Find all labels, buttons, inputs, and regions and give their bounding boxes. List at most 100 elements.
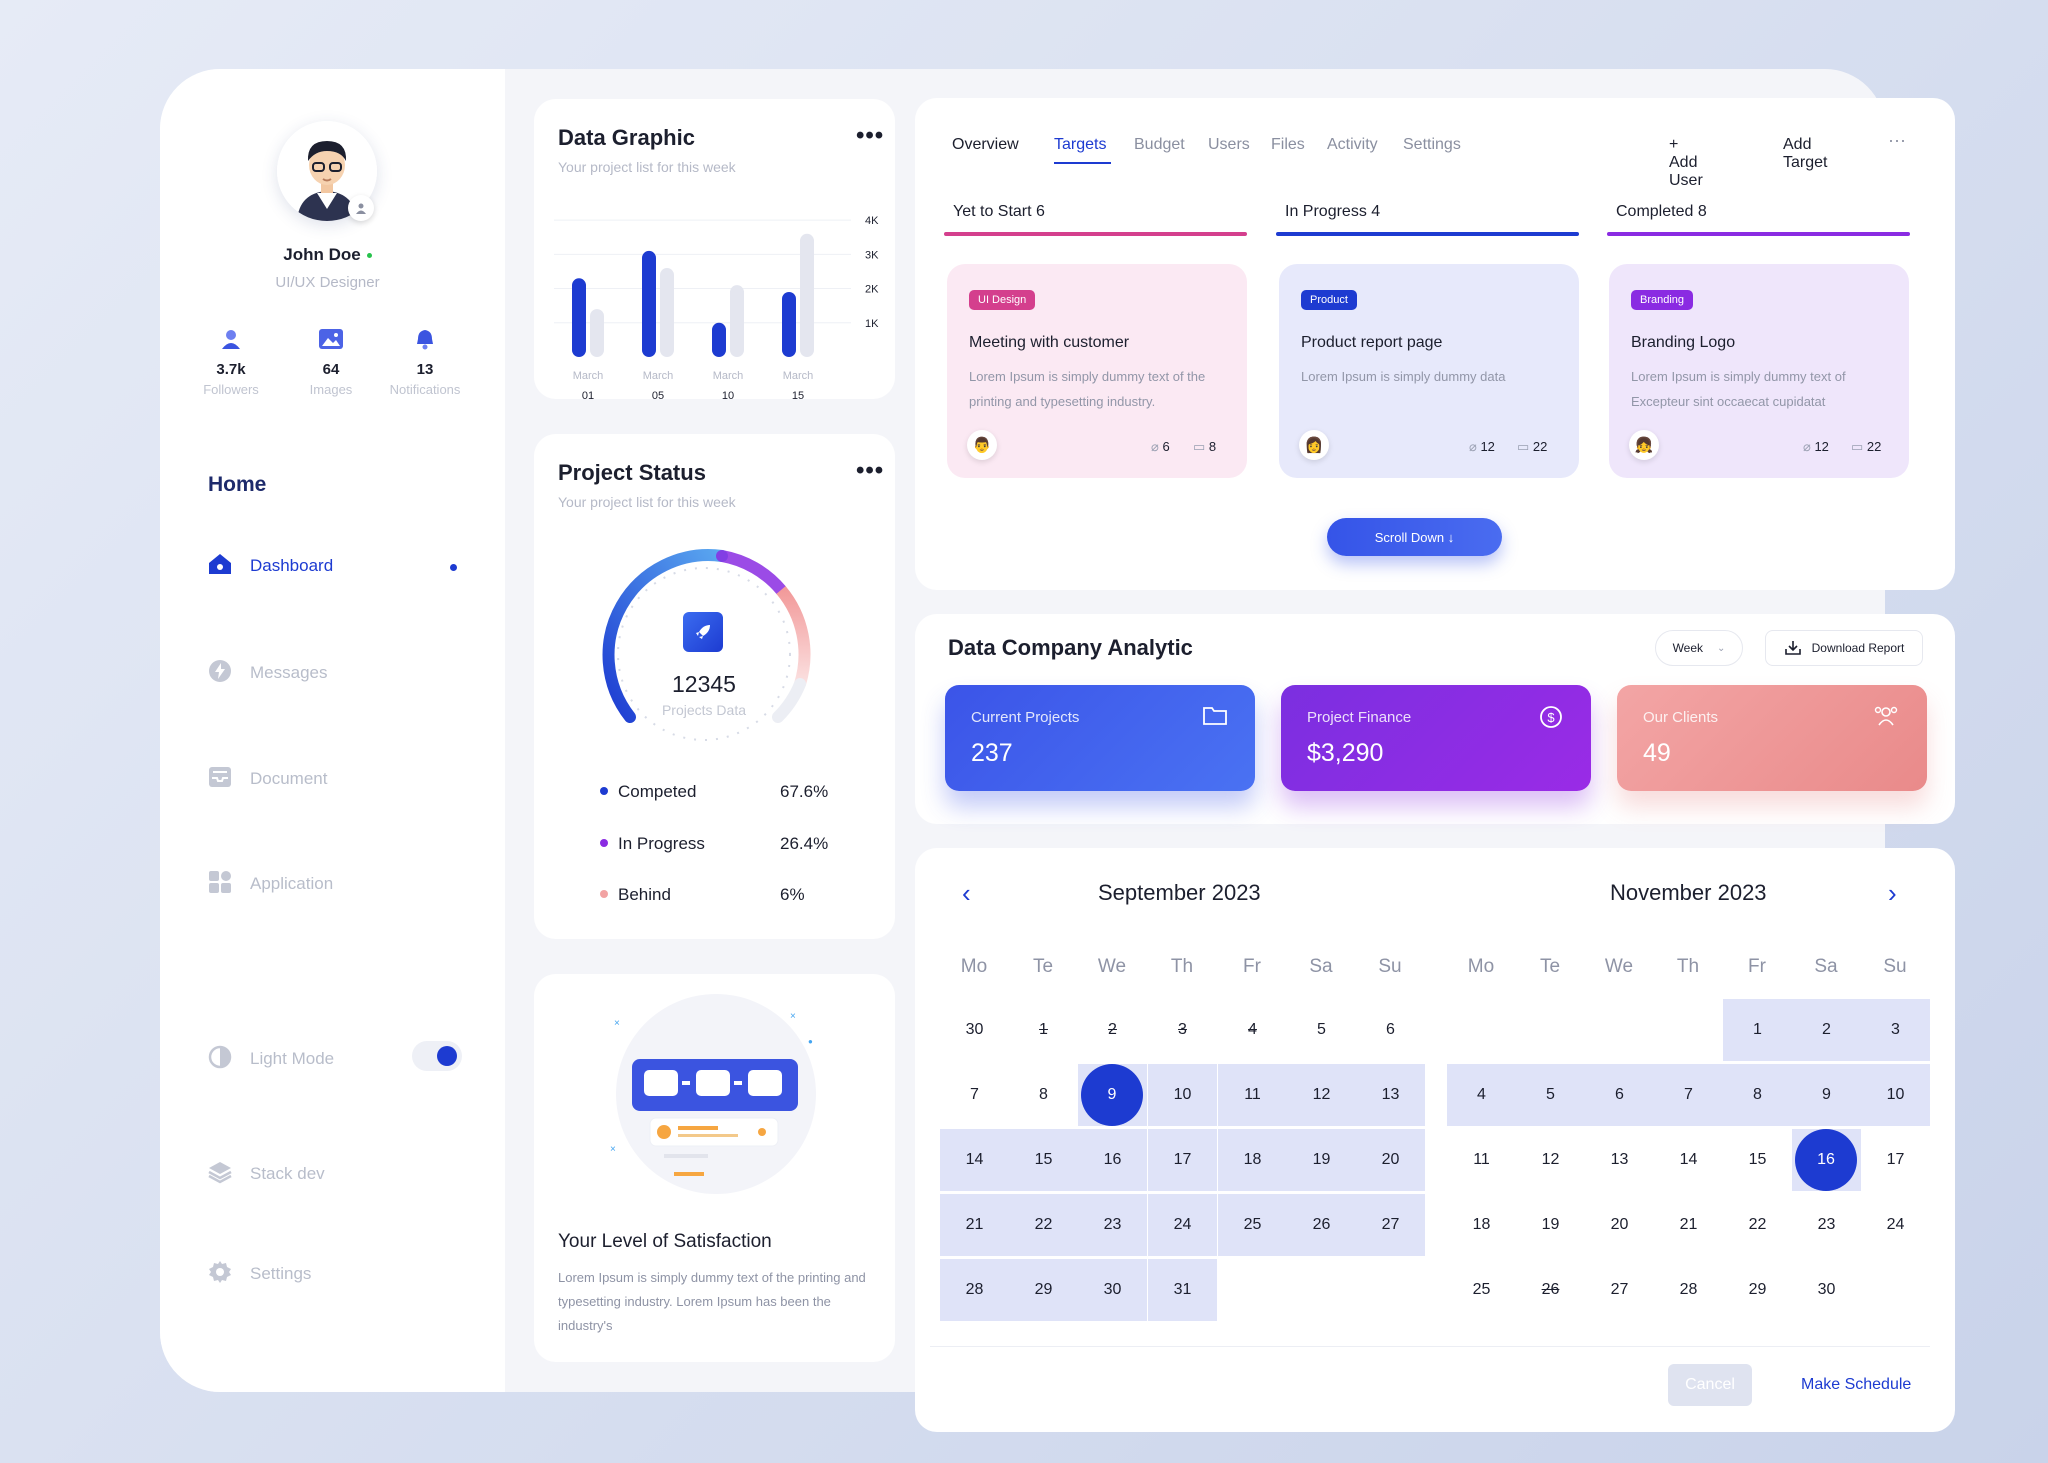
calendar-day[interactable]: 21 <box>1679 1216 1698 1233</box>
calendar-day[interactable]: 18 <box>1472 1216 1491 1233</box>
calendar-day[interactable]: 22 <box>1009 1194 1078 1256</box>
calendar-day[interactable]: 25 <box>1472 1281 1491 1298</box>
calendar-day[interactable]: 27 <box>1610 1281 1629 1298</box>
calendar-day[interactable]: 19 <box>1287 1129 1356 1191</box>
sidebar-item-stack-dev[interactable]: Stack dev <box>208 1159 325 1189</box>
add-user-button[interactable]: + Add User <box>1669 136 1703 189</box>
calendar-day[interactable]: 4 <box>1248 1021 1257 1038</box>
calendar-day[interactable]: 8 <box>1039 1086 1048 1103</box>
calendar-day[interactable]: 28 <box>940 1259 1009 1321</box>
period-select[interactable]: Week ⌄ <box>1655 630 1743 666</box>
bar[interactable] <box>730 285 744 357</box>
calendar-day[interactable]: 12 <box>1287 1064 1356 1126</box>
calendar-day[interactable]: 6 <box>1585 1064 1654 1126</box>
calendar-day[interactable]: 6 <box>1386 1021 1395 1038</box>
calendar-day[interactable]: 11 <box>1218 1064 1287 1126</box>
tab-budget[interactable]: Budget <box>1134 136 1185 153</box>
cancel-button[interactable]: Cancel <box>1668 1364 1752 1406</box>
calendar-day[interactable]: 26 <box>1541 1281 1560 1298</box>
calendar-day[interactable]: 24 <box>1886 1216 1905 1233</box>
calendar-day[interactable]: 29 <box>1748 1281 1767 1298</box>
task-card[interactable]: Product Product report page Lorem Ipsum … <box>1279 264 1579 478</box>
tab-overview[interactable]: Overview <box>952 136 1019 153</box>
calendar-day[interactable]: 31 <box>1148 1259 1217 1321</box>
calendar-day[interactable]: 17 <box>1886 1151 1905 1168</box>
selected-day[interactable]: 16 <box>1795 1129 1857 1191</box>
bar[interactable] <box>590 309 604 357</box>
calendar-day[interactable]: 16 <box>1078 1129 1147 1191</box>
calendar-day[interactable]: 27 <box>1356 1194 1425 1256</box>
calendar-day[interactable]: 24 <box>1148 1194 1217 1256</box>
bar[interactable] <box>712 322 726 357</box>
calendar-day[interactable]: 11 <box>1473 1151 1490 1168</box>
calendar-day[interactable]: 19 <box>1541 1216 1560 1233</box>
sidebar-item-settings[interactable]: Settings <box>208 1259 311 1289</box>
tab-settings[interactable]: Settings <box>1403 136 1461 153</box>
calendar-day[interactable]: 5 <box>1317 1021 1326 1038</box>
bar[interactable] <box>782 291 796 357</box>
calendar-day[interactable]: 28 <box>1679 1281 1698 1298</box>
bar[interactable] <box>800 233 814 357</box>
kpi-our-clients[interactable]: Our Clients 49 <box>1617 685 1927 791</box>
calendar-day[interactable]: 23 <box>1078 1194 1147 1256</box>
avatar[interactable] <box>277 121 377 221</box>
calendar-day[interactable]: 1 <box>1723 999 1792 1061</box>
calendar-day[interactable]: 30 <box>1078 1259 1147 1321</box>
tab-users[interactable]: Users <box>1208 136 1250 153</box>
bar[interactable] <box>642 250 656 357</box>
calendar-day[interactable]: 29 <box>1009 1259 1078 1321</box>
calendar-day[interactable]: 2 <box>1108 1021 1117 1038</box>
kpi-project-finance[interactable]: Project Finance $3,290 $ <box>1281 685 1591 791</box>
kpi-current-projects[interactable]: Current Projects 237 <box>945 685 1255 791</box>
calendar-day[interactable]: 18 <box>1218 1129 1287 1191</box>
selected-day[interactable]: 9 <box>1081 1064 1143 1126</box>
tab-targets[interactable]: Targets <box>1054 136 1107 153</box>
calendar-day[interactable]: 30 <box>1817 1281 1836 1298</box>
stat-notifications[interactable]: 13 Notifications <box>375 327 475 397</box>
calendar-day[interactable]: 26 <box>1287 1194 1356 1256</box>
download-report-button[interactable]: Download Report <box>1765 630 1923 666</box>
more-options-icon[interactable]: ··· <box>1888 130 1906 150</box>
bar[interactable] <box>660 268 674 357</box>
task-card[interactable]: UI Design Meeting with customer Lorem Ip… <box>947 264 1247 478</box>
task-card[interactable]: Branding Branding Logo Lorem Ipsum is si… <box>1609 264 1909 478</box>
calendar-day[interactable]: 13 <box>1356 1064 1425 1126</box>
calendar-day[interactable]: 15 <box>1748 1151 1767 1168</box>
calendar-day[interactable]: 17 <box>1148 1129 1217 1191</box>
tab-files[interactable]: Files <box>1271 136 1305 153</box>
calendar-day[interactable]: 10 <box>1861 1064 1930 1126</box>
bar[interactable] <box>572 278 586 357</box>
calendar-day[interactable]: 3 <box>1178 1021 1187 1038</box>
calendar-day[interactable]: 4 <box>1447 1064 1516 1126</box>
calendar-day[interactable]: 12 <box>1541 1151 1560 1168</box>
calendar-day[interactable]: 7 <box>1654 1064 1723 1126</box>
calendar-day[interactable]: 1 <box>1039 1021 1048 1038</box>
chevron-left-icon[interactable]: ‹ <box>962 878 971 908</box>
calendar-day[interactable]: 14 <box>940 1129 1009 1191</box>
calendar-day[interactable]: 2 <box>1792 999 1861 1061</box>
sidebar-item-messages[interactable]: Messages <box>208 658 327 688</box>
calendar-day[interactable]: 21 <box>940 1194 1009 1256</box>
calendar-day[interactable]: 15 <box>1009 1129 1078 1191</box>
calendar-day[interactable]: 8 <box>1723 1064 1792 1126</box>
profile-badge-icon[interactable] <box>348 195 374 221</box>
make-schedule-button[interactable]: Make Schedule <box>1801 1376 1912 1393</box>
calendar-day[interactable]: 14 <box>1679 1151 1698 1168</box>
tab-activity[interactable]: Activity <box>1327 136 1378 153</box>
light-mode-toggle[interactable] <box>412 1041 462 1071</box>
calendar-day[interactable]: 13 <box>1610 1151 1629 1168</box>
calendar-day[interactable]: 9 <box>1792 1064 1861 1126</box>
calendar-day[interactable]: 20 <box>1356 1129 1425 1191</box>
sidebar-item-document[interactable]: Document <box>208 764 327 794</box>
calendar-day[interactable]: 7 <box>970 1086 979 1103</box>
calendar-day[interactable]: 20 <box>1610 1216 1629 1233</box>
stat-followers[interactable]: 3.7k Followers <box>181 327 281 397</box>
calendar-day[interactable]: 23 <box>1817 1216 1836 1233</box>
scroll-down-button[interactable]: Scroll Down ↓ <box>1327 518 1502 556</box>
calendar-day[interactable]: 30 <box>965 1021 984 1038</box>
more-options-icon[interactable]: ••• <box>856 457 885 484</box>
sidebar-item-dashboard[interactable]: Dashboard <box>208 551 333 581</box>
sidebar-item-application[interactable]: Application <box>208 869 333 899</box>
calendar-day[interactable]: 3 <box>1861 999 1930 1061</box>
calendar-day[interactable]: 10 <box>1148 1064 1217 1126</box>
